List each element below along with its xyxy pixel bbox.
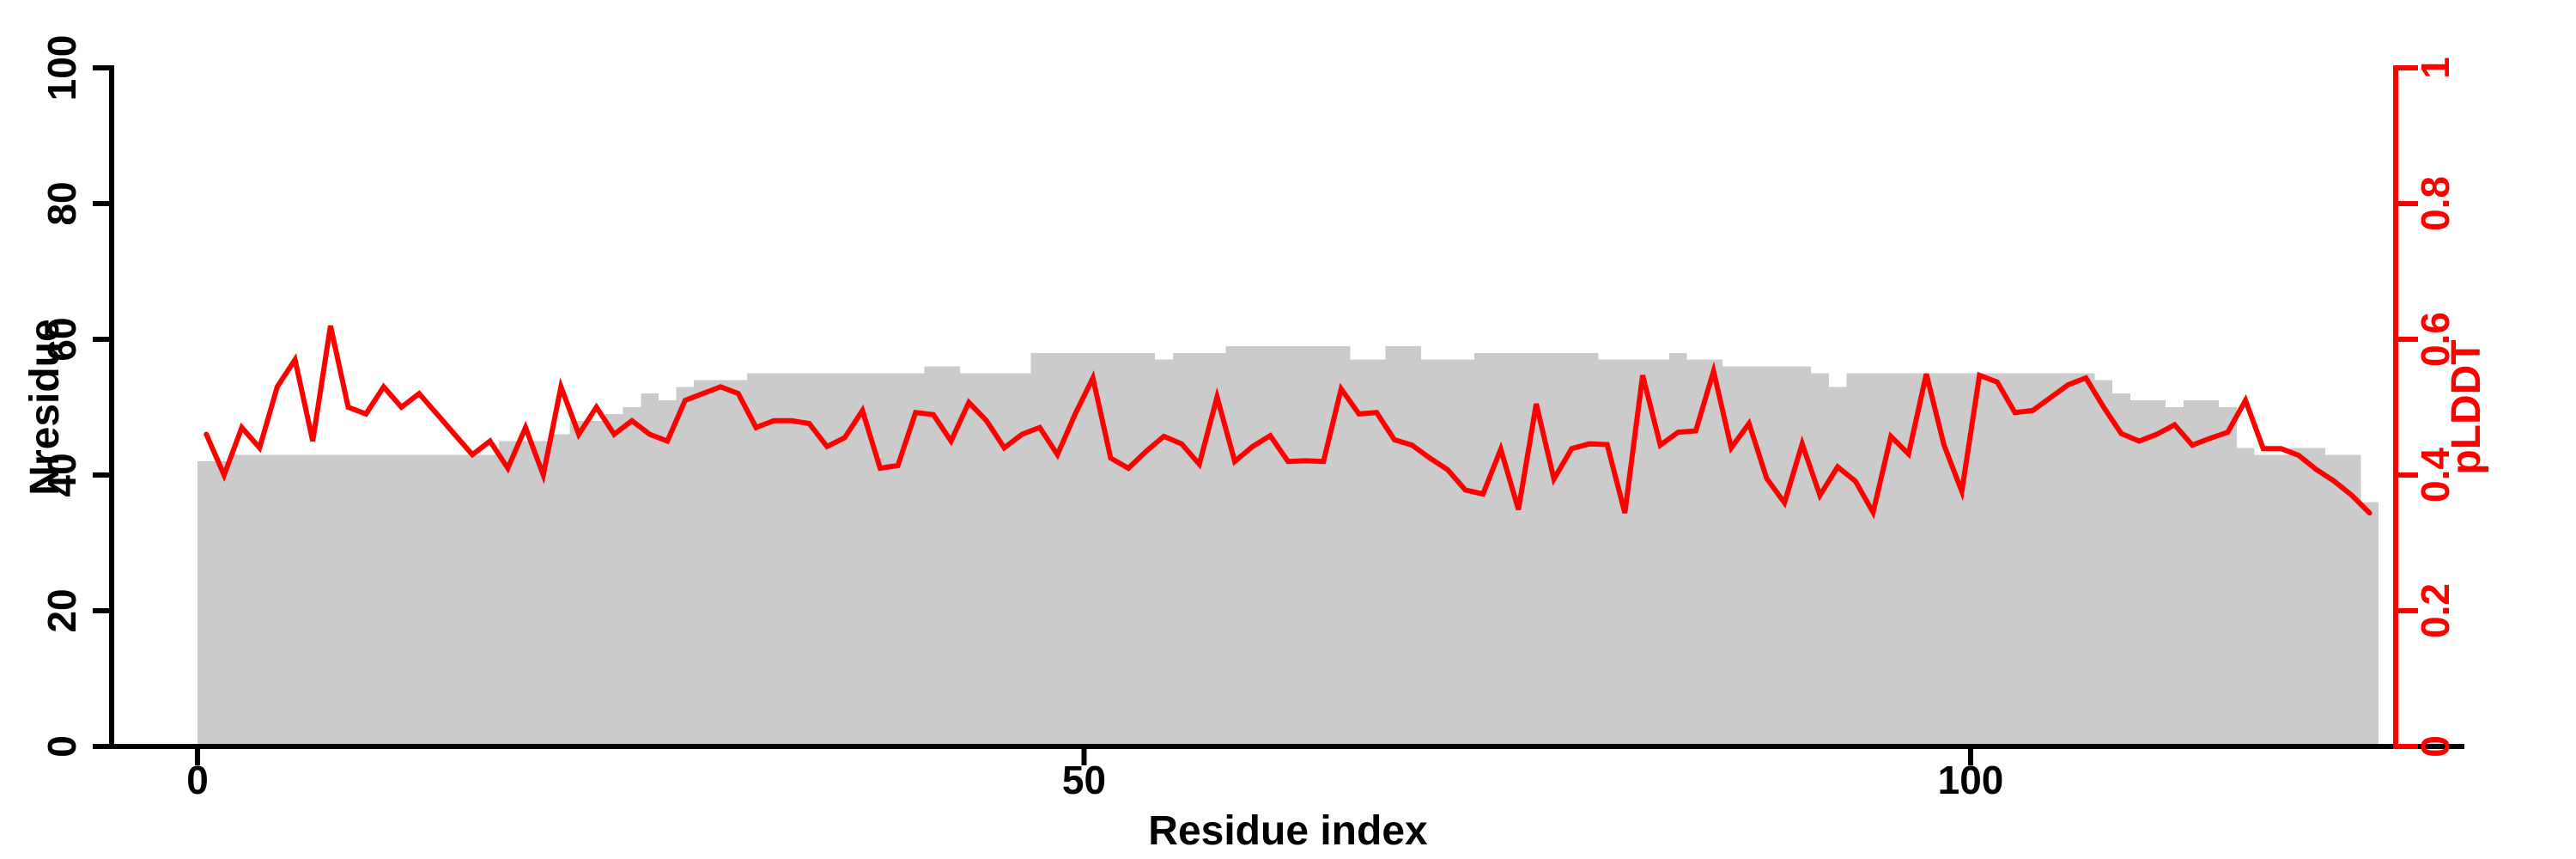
y-right-tick-label: 0.2	[2413, 583, 2458, 638]
x-tick-label: 0	[186, 758, 209, 802]
x-axis: 0 50 100	[109, 744, 2464, 802]
plddt-line	[204, 325, 2372, 520]
plddt-line-group	[204, 325, 2372, 520]
x-tick-label: 100	[1938, 758, 2004, 802]
y-left-tick-label: 80	[39, 181, 84, 225]
x-tick-label: 50	[1062, 758, 1106, 802]
y-left-tick-label: 40	[39, 453, 84, 497]
x-axis-label: Residue index	[1148, 808, 1428, 854]
y-right-tick-label: 0.8	[2413, 176, 2458, 231]
bars-group	[197, 345, 2379, 746]
y-axis-label-right: pLDDT	[2444, 339, 2489, 474]
y-right-tick-label: 0.6	[2413, 312, 2458, 367]
y-left-tick-label: 20	[39, 588, 84, 632]
nresidue-bars	[197, 345, 2379, 746]
y-left-tick-label: 60	[39, 317, 84, 361]
y-axis-right: 0 0.2 0.4 0.6 0.8 1	[2393, 57, 2458, 758]
y-axis-left: 0 20 40 60 80 100	[39, 35, 114, 758]
y-left-tick-label: 100	[39, 35, 84, 101]
y-right-tick-label: 1	[2413, 57, 2458, 79]
y-axis-label-left: Nresidue	[22, 319, 68, 495]
y-left-tick-label: 0	[39, 735, 84, 758]
y-right-tick-label: 0	[2413, 735, 2458, 758]
y-right-tick-label: 0.4	[2413, 448, 2458, 503]
